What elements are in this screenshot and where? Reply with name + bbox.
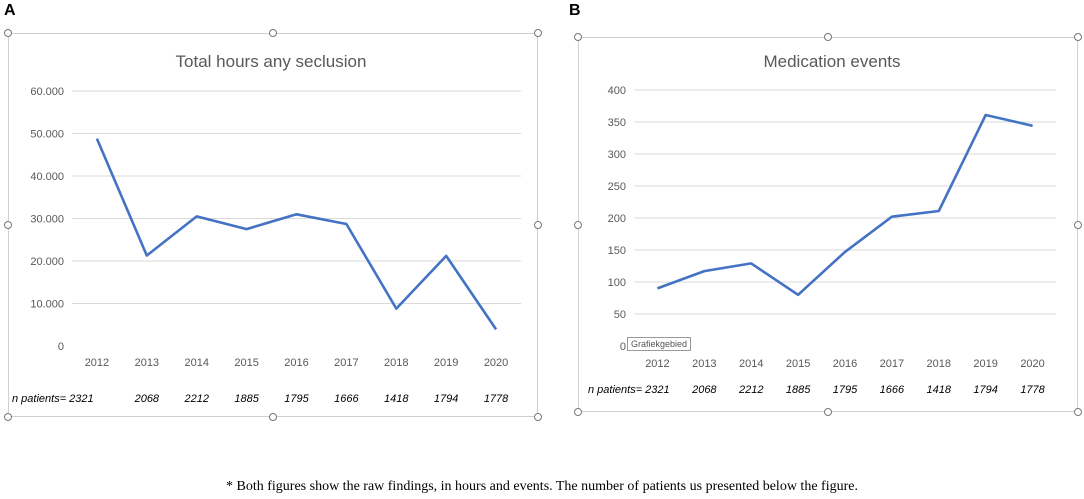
chart-b-frame[interactable]: Medication events 0 50 100 150 200 250 300 350 40… <box>578 37 1078 412</box>
chart-a-y-tick-label: 0 <box>58 341 64 353</box>
resize-handle[interactable] <box>824 33 832 41</box>
chart-a-y-tick-label: 30.000 <box>30 214 64 226</box>
chart-a-x-tick-label: 2013 <box>135 357 159 369</box>
panel-a-letter: A <box>4 2 16 19</box>
resize-handle[interactable] <box>269 29 277 37</box>
chart-a-x-tick-label: 2014 <box>184 357 208 369</box>
chart-a-x-tick-label: 2019 <box>434 357 458 369</box>
chart-a-frame[interactable]: Total hours any seclusion 0 10.000 20.000 30… <box>8 33 538 417</box>
panel-b-letter: B <box>569 2 581 19</box>
chart-b-title: Medication events <box>763 52 900 71</box>
chart-a-n-patients-value: 1795 <box>284 393 309 405</box>
chart-a-x-tick-label: 2018 <box>384 357 408 369</box>
chart-b-x-tick-label: 2019 <box>973 358 997 370</box>
chart-a-n-patients-value: 1666 <box>334 393 359 405</box>
chart-a-x-tick-label: 2017 <box>334 357 358 369</box>
resize-handle[interactable] <box>269 413 277 421</box>
chart-b-y-tick-label: 0 <box>620 341 626 353</box>
chart-a-y-tick-label: 40.000 <box>30 171 64 183</box>
chart-a-n-patients-value: 2068 <box>134 393 160 405</box>
chart-b-n-patients-value: 1795 <box>833 384 858 396</box>
chart-area-tooltip: Grafiekgebied <box>627 337 692 351</box>
chart-a-series-line[interactable] <box>95 138 498 331</box>
chart-b-y-tick-label: 100 <box>608 277 626 289</box>
chart-a-y-tick-label: 60.000 <box>30 86 64 98</box>
chart-b-x-tick-label: 2018 <box>927 358 951 370</box>
chart-b-x-tick-label: 2016 <box>833 358 857 370</box>
figure-caption: * Both figures show the raw findings, in… <box>226 479 858 494</box>
chart-b-x-tick-label: 2015 <box>786 358 810 370</box>
chart-b-y-tick-label: 50 <box>614 309 626 321</box>
resize-handle[interactable] <box>574 33 582 41</box>
chart-a-n-patients-value: 1418 <box>384 393 409 405</box>
chart-b-n-patients-value: 2212 <box>738 384 763 396</box>
chart-a-plot: Total hours any seclusion 0 10.000 20.000 30… <box>12 52 521 405</box>
chart-b-y-tick-label: 350 <box>608 117 626 129</box>
resize-handle[interactable] <box>4 221 12 229</box>
chart-b-y-tick-label: 250 <box>608 181 626 193</box>
resize-handle[interactable] <box>824 408 832 416</box>
chart-b-y-tick-label: 150 <box>608 245 626 257</box>
chart-a-n-patients-value: 1778 <box>484 393 509 405</box>
chart-b-y-tick-label: 300 <box>608 149 626 161</box>
resize-handle[interactable] <box>4 413 12 421</box>
chart-b-x-tick-label: 2013 <box>692 358 716 370</box>
chart-a-n-patients-label: n patients= 2321 <box>12 393 94 405</box>
chart-a-n-patients-value: 2212 <box>183 393 208 405</box>
chart-a-y-tick-label: 10.000 <box>30 299 64 311</box>
chart-a-title: Total hours any seclusion <box>176 52 367 71</box>
resize-handle[interactable] <box>4 29 12 37</box>
chart-a-x-tick-label: 2016 <box>284 357 308 369</box>
resize-handle[interactable] <box>534 413 542 421</box>
chart-b-plot: Medication events 0 50 100 150 200 250 300 350 40… <box>588 52 1056 396</box>
resize-handle[interactable] <box>534 29 542 37</box>
chart-b-n-patients-value: 1778 <box>1020 384 1045 396</box>
resize-handle[interactable] <box>1074 221 1082 229</box>
resize-handle[interactable] <box>574 408 582 416</box>
chart-a-n-patients-value: 1794 <box>434 393 458 405</box>
chart-b-x-tick-label: 2017 <box>880 358 904 370</box>
resize-handle[interactable] <box>1074 408 1082 416</box>
chart-b-n-patients-value: 1666 <box>880 384 905 396</box>
resize-handle[interactable] <box>574 221 582 229</box>
chart-b-n-patients-label: n patients= 2321 <box>588 384 670 396</box>
chart-b-n-patients-value: 1794 <box>973 384 997 396</box>
resize-handle[interactable] <box>534 221 542 229</box>
chart-b-x-tick-label: 2020 <box>1020 358 1044 370</box>
chart-b-n-patients-value: 1885 <box>786 384 811 396</box>
chart-a-y-tick-label: 50.000 <box>30 129 64 141</box>
chart-b-n-patients-value: 2068 <box>691 384 717 396</box>
chart-b-n-patients-value: 1418 <box>927 384 952 396</box>
chart-a-x-tick-label: 2015 <box>234 357 258 369</box>
resize-handle[interactable] <box>1074 33 1082 41</box>
chart-b-series-line[interactable] <box>656 113 1033 297</box>
chart-b-x-tick-label: 2012 <box>645 358 669 370</box>
chart-a-y-tick-label: 20.000 <box>30 256 64 268</box>
chart-a-x-tick-label: 2020 <box>484 357 508 369</box>
chart-b-y-tick-label: 400 <box>608 85 626 97</box>
chart-a-n-patients-value: 1885 <box>234 393 259 405</box>
chart-b-y-tick-label: 200 <box>608 213 626 225</box>
chart-a-x-tick-label: 2012 <box>85 357 109 369</box>
chart-b-x-tick-label: 2014 <box>739 358 763 370</box>
